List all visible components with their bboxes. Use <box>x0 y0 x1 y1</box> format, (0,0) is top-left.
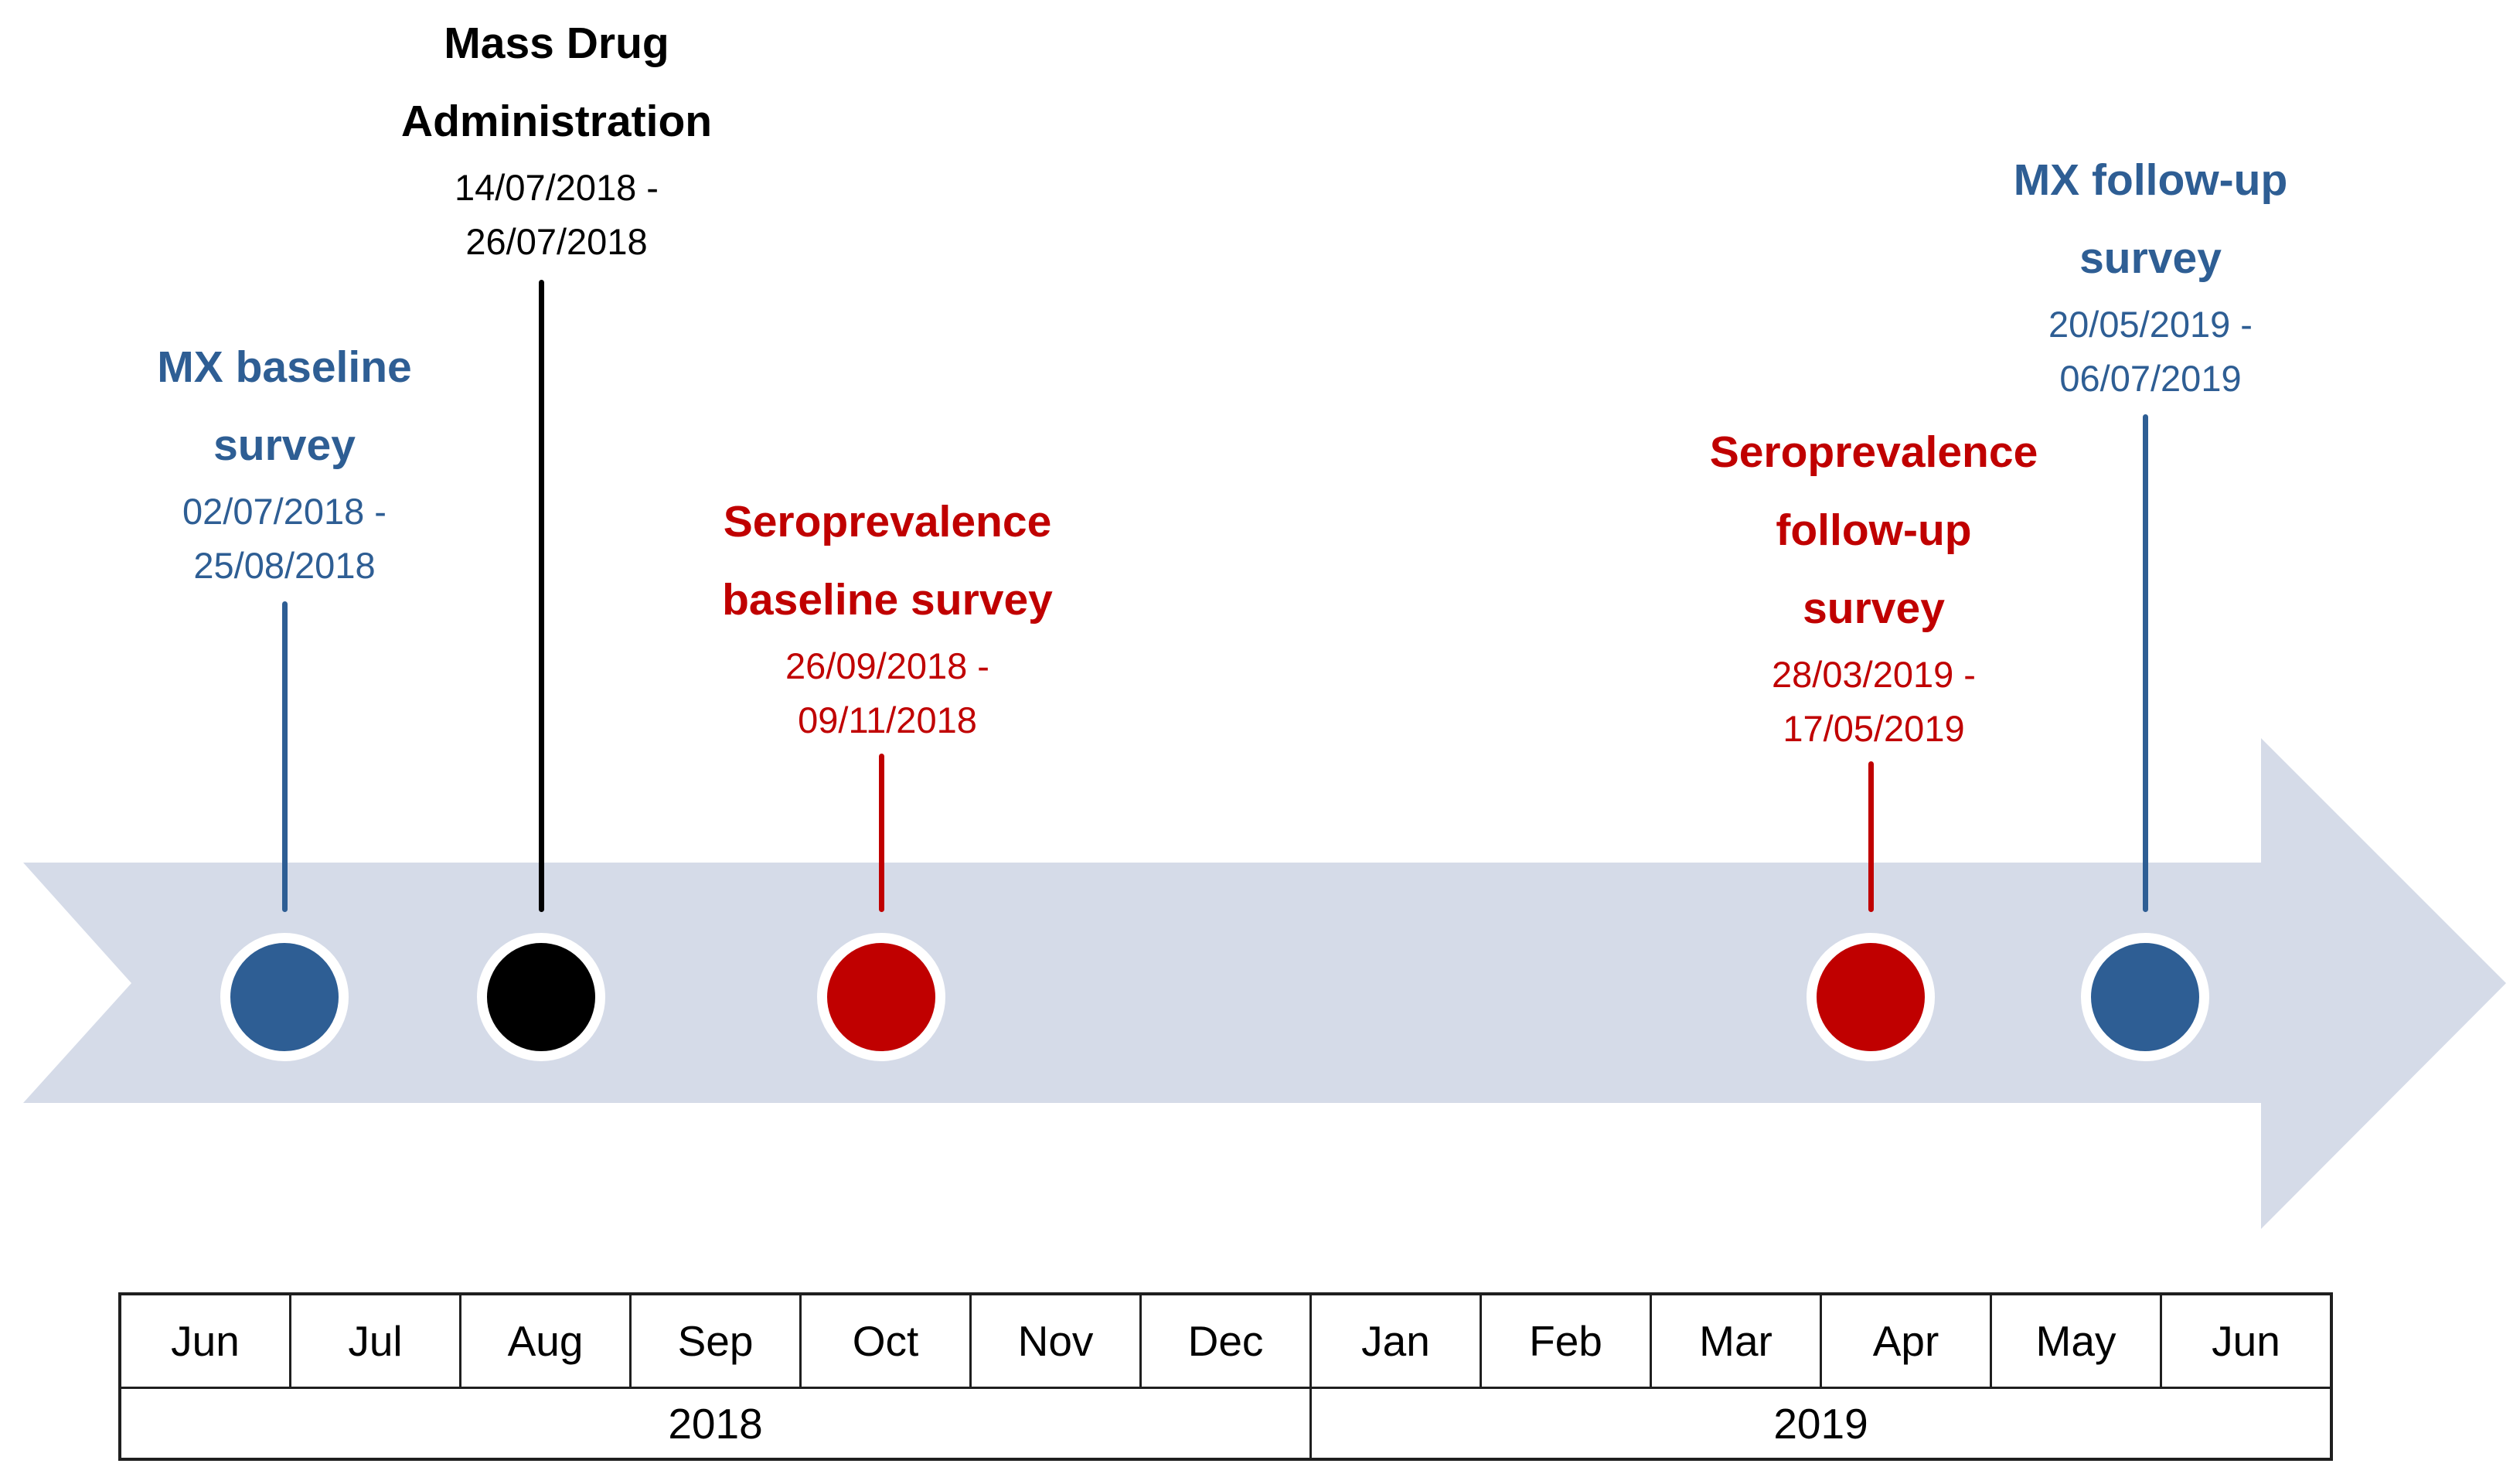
event-date-line: 26/07/2018 <box>465 221 648 262</box>
year-cell-2018: 2018 <box>118 1387 1312 1461</box>
month-cell: Apr <box>1820 1292 1992 1389</box>
event-dot-seroprevalence-baseline-survey <box>817 933 945 1061</box>
month-cell: Sep <box>629 1292 802 1389</box>
event-dot-mass-drug-administration <box>477 933 605 1061</box>
event-title-line: Mass Drug <box>444 19 669 68</box>
event-date-line: 02/07/2018 - <box>182 491 387 532</box>
event-title-line: baseline survey <box>722 575 1053 625</box>
month-cell: Jun <box>118 1292 291 1389</box>
event-label-seroprevalence-baseline-survey: Seroprevalence baseline survey 26/09/201… <box>656 483 1119 747</box>
month-cell: Dec <box>1139 1292 1312 1389</box>
event-date-line: 14/07/2018 - <box>455 167 659 208</box>
event-title-line: follow-up <box>1776 505 1972 555</box>
event-title-line: Administration <box>400 97 713 146</box>
event-date-line: 20/05/2019 - <box>2048 304 2253 345</box>
event-date-line: 26/09/2018 - <box>785 645 989 686</box>
event-dot-mx-baseline-survey <box>220 933 349 1061</box>
event-label-mass-drug-administration: Mass Drug Administration 14/07/2018 - 26… <box>325 5 788 269</box>
month-cell: Mar <box>1650 1292 1822 1389</box>
event-stem-mx-baseline-survey <box>282 601 288 912</box>
event-title-line: MX follow-up <box>2013 155 2288 205</box>
event-date-line: 17/05/2019 <box>1783 708 1965 749</box>
event-stem-seroprevalence-baseline-survey <box>879 754 884 912</box>
event-title-line: survey <box>2079 233 2222 283</box>
month-cell: Aug <box>459 1292 632 1389</box>
timeline-arrow-shape <box>23 738 2506 1229</box>
event-title-line: survey <box>1803 584 1945 633</box>
event-stem-mx-follow-up-survey <box>2143 414 2148 912</box>
event-label-mx-baseline-survey: MX baseline survey 02/07/2018 - 25/08/20… <box>53 328 516 593</box>
event-title-line: MX baseline <box>157 342 412 392</box>
event-dot-mx-follow-up-survey <box>2081 933 2209 1061</box>
month-cell: Oct <box>799 1292 972 1389</box>
event-date-line: 25/08/2018 <box>193 545 376 586</box>
month-cell: Jan <box>1309 1292 1482 1389</box>
month-cell: May <box>1990 1292 2162 1389</box>
event-dot-seroprevalence-follow-up-survey <box>1807 933 1935 1061</box>
event-stem-mass-drug-administration <box>539 280 544 912</box>
event-title-line: Seroprevalence <box>1709 427 2038 477</box>
month-year-axis-table: Jun Jul Aug Sep Oct Nov Dec Jan Feb Mar … <box>118 1292 2333 1461</box>
month-cell: Feb <box>1480 1292 1652 1389</box>
event-stem-seroprevalence-follow-up-survey <box>1868 761 1874 912</box>
event-label-seroprevalence-follow-up-survey: Seroprevalence follow-up survey 28/03/20… <box>1642 414 2106 756</box>
event-date-line: 28/03/2019 - <box>1772 654 1976 695</box>
event-title-line: Seroprevalence <box>723 497 1052 546</box>
month-cell: Jul <box>289 1292 461 1389</box>
month-row: Jun Jul Aug Sep Oct Nov Dec Jan Feb Mar … <box>118 1292 2333 1389</box>
year-cell-2019: 2019 <box>1309 1387 2333 1461</box>
event-label-mx-follow-up-survey: MX follow-up survey 20/05/2019 - 06/07/2… <box>1919 141 2382 406</box>
year-row: 2018 2019 <box>118 1387 2333 1461</box>
month-cell: Nov <box>969 1292 1142 1389</box>
month-cell: Jun <box>2160 1292 2333 1389</box>
event-date-line: 09/11/2018 <box>798 699 977 740</box>
event-title-line: survey <box>213 420 356 470</box>
event-date-line: 06/07/2019 <box>2059 358 2242 399</box>
